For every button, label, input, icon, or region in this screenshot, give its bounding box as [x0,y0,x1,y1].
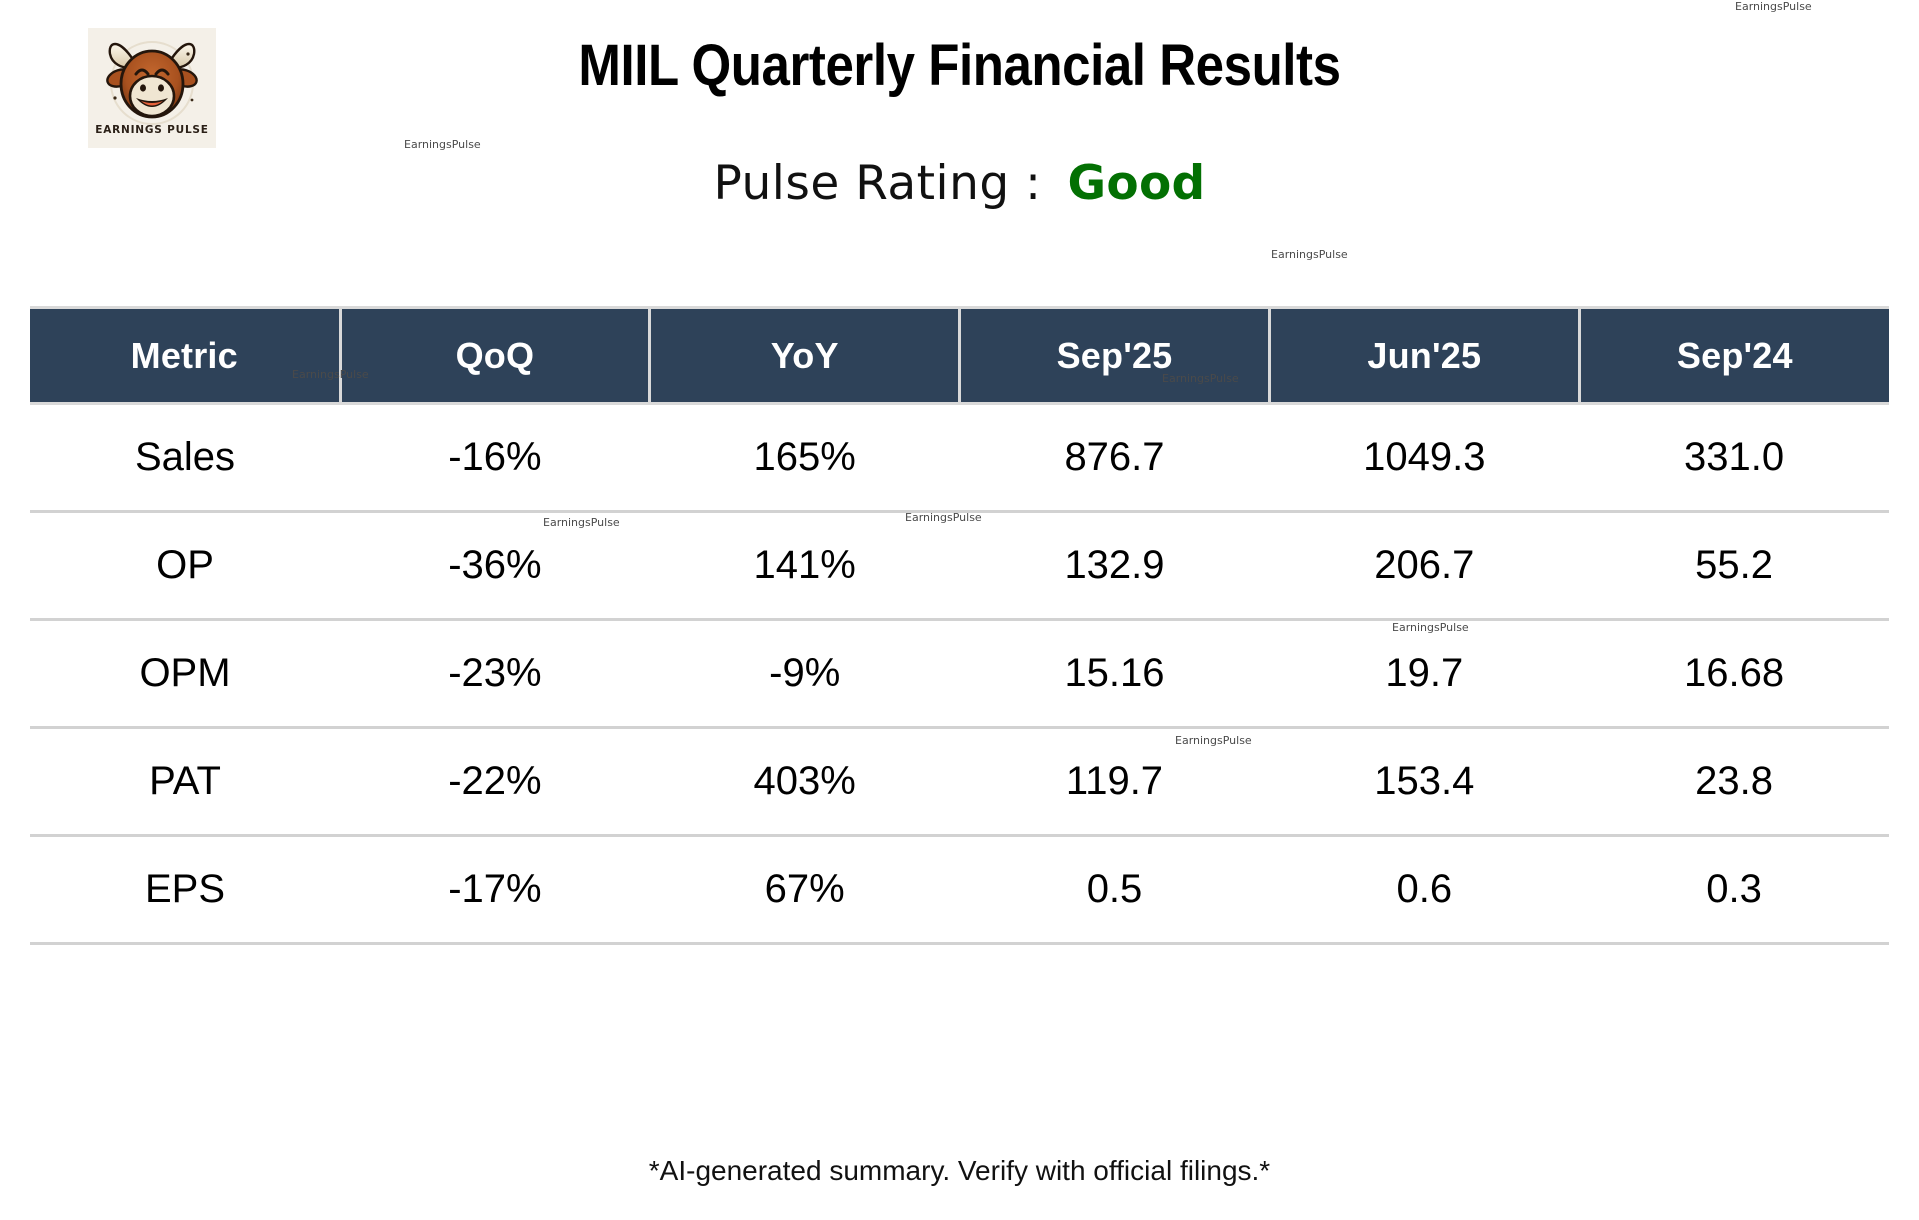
cell-yoy: 403% [649,727,960,837]
bull-mascot-icon [88,28,216,126]
cell-yoy: 165% [649,403,960,513]
cell-qoq: -23% [340,619,650,729]
column-header-jun25: Jun'25 [1269,307,1581,404]
cell-metric-name: PAT [30,727,340,837]
cell-sep25: 132.9 [959,511,1270,621]
column-header-qoq: QoQ [340,307,652,404]
cell-metric-name: OP [30,511,340,621]
watermark-label: EarningsPulse [1271,248,1348,261]
table-row: EPS -17% 67% 0.5 0.6 0.3 [30,835,1889,945]
table-row: PAT -22% 403% 119.7 153.4 23.8 [30,727,1889,837]
disclaimer-text: *AI-generated summary. Verify with offic… [648,1155,1271,1186]
earnings-pulse-logo: EARNINGS PULSE [88,28,216,148]
cell-sep25: 119.7 [959,727,1270,837]
pulse-rating-value: Good [1067,156,1206,211]
cell-sep24: 23.8 [1579,727,1889,837]
column-header-sep24: Sep'24 [1579,307,1889,404]
column-header-metric: Metric [30,307,342,404]
cell-jun25: 0.6 [1269,835,1580,945]
cell-yoy: 141% [649,511,960,621]
cell-metric-name: EPS [30,835,340,945]
cell-sep24: 55.2 [1579,511,1889,621]
cell-sep24: 331.0 [1579,403,1889,513]
table-row: OPM -23% -9% 15.16 19.7 16.68 [30,619,1889,729]
column-header-yoy: YoY [649,307,962,404]
cell-sep24: 0.3 [1579,835,1889,945]
page-title: MIIL Quarterly Financial Results [578,33,1341,98]
cell-qoq: -16% [340,403,650,513]
cell-sep25: 876.7 [959,403,1270,513]
cell-qoq: -22% [340,727,650,837]
column-header-sep25: Sep'25 [959,307,1271,404]
table-row: OP -36% 141% 132.9 206.7 55.2 [30,511,1889,621]
cell-yoy: 67% [649,835,960,945]
cell-qoq: -17% [340,835,650,945]
cell-sep24: 16.68 [1579,619,1889,729]
cell-jun25: 1049.3 [1269,403,1580,513]
cell-jun25: 153.4 [1269,727,1580,837]
table-header-row: Metric QoQ YoY Sep'25 Jun'25 Sep'24 [30,307,1889,404]
cell-metric-name: OPM [30,619,340,729]
cell-jun25: 19.7 [1269,619,1580,729]
cell-sep25: 15.16 [959,619,1270,729]
cell-sep25: 0.5 [959,835,1270,945]
cell-qoq: -36% [340,511,650,621]
cell-jun25: 206.7 [1269,511,1580,621]
pulse-rating-label: Pulse Rating : [713,156,1042,211]
cell-yoy: -9% [649,619,960,729]
watermark-label: EarningsPulse [1735,0,1812,13]
pulse-rating-line: Pulse Rating : Good [0,156,1919,211]
watermark-label: EarningsPulse [404,138,481,151]
financial-results-table: Metric QoQ YoY Sep'25 Jun'25 Sep'24 Sale… [30,306,1889,945]
cell-metric-name: Sales [30,403,340,513]
table-row: Sales -16% 165% 876.7 1049.3 331.0 [30,403,1889,513]
logo-wordmark: EARNINGS PULSE [95,124,209,136]
